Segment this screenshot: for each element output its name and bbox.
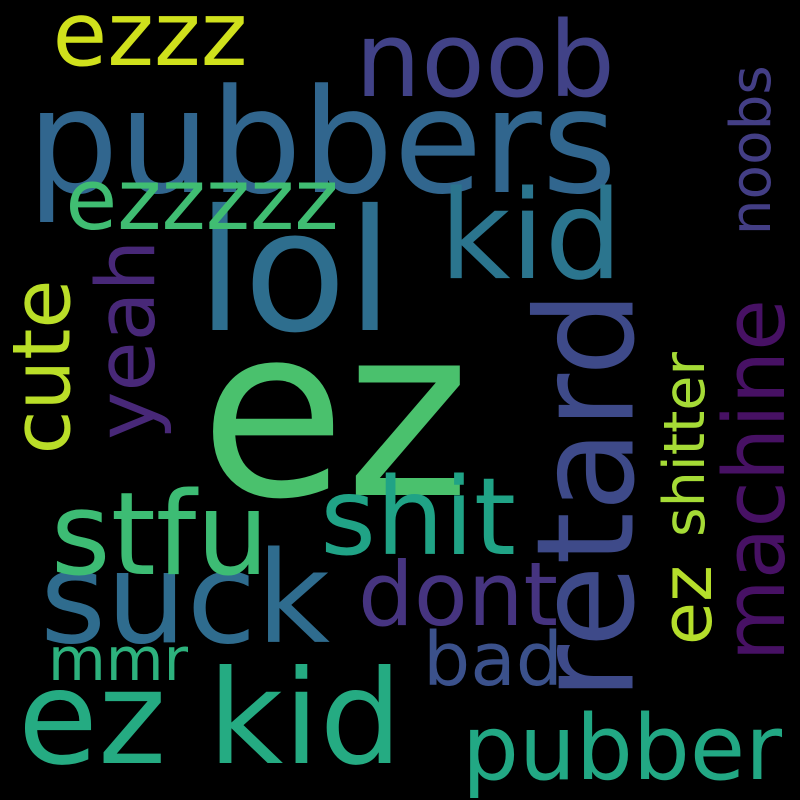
word-mmr: mmr <box>48 625 188 695</box>
word-pubbers: pubbers <box>27 58 617 227</box>
word-shitter: shitter <box>651 352 718 538</box>
word-suck: suck <box>40 523 330 672</box>
word-bad: bad <box>423 615 563 703</box>
word-stfu: stfu <box>50 467 270 602</box>
word-ezzz: ezzz <box>52 0 248 87</box>
word-ezzzzz: ezzzzz <box>65 150 339 249</box>
word-kid: kid <box>439 163 623 307</box>
word-noobs: noobs <box>718 65 784 235</box>
word-ez-kid: ez kid <box>17 641 403 794</box>
word-ez-large: ez <box>200 274 470 551</box>
word-yeah: yeah <box>79 240 175 440</box>
word-noob: noob <box>355 0 615 121</box>
word-ez-small: ez <box>645 564 728 645</box>
word-lol: lol <box>196 172 394 370</box>
word-dont: dont <box>358 542 558 646</box>
word-cute: cute <box>0 279 89 455</box>
word-shit: shit <box>320 455 516 581</box>
word-pubber: pubber <box>462 697 782 800</box>
